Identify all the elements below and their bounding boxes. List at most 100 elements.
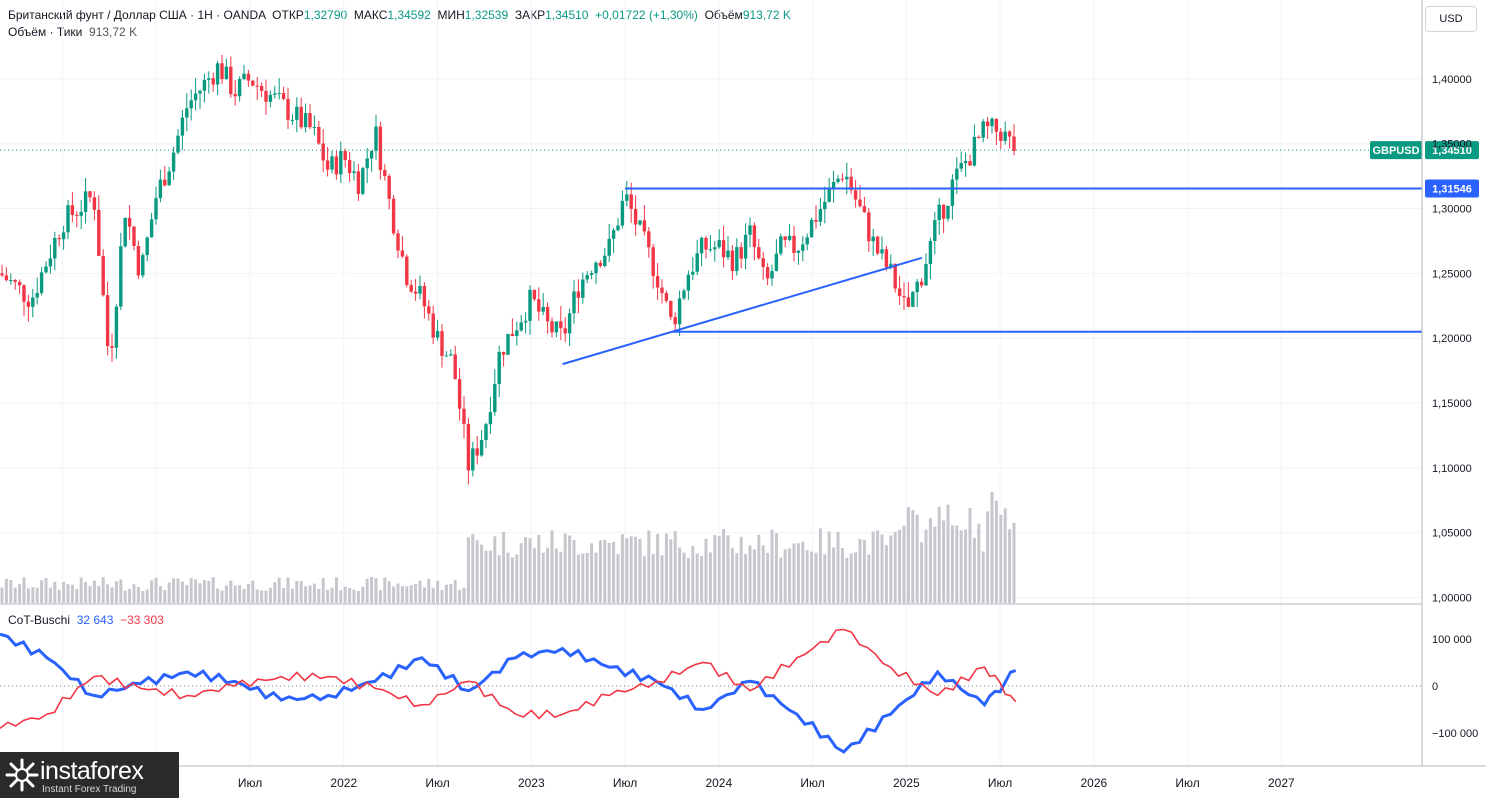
candle-body xyxy=(875,236,880,254)
volume-bar xyxy=(871,531,875,603)
volume-bar xyxy=(862,539,866,603)
price-tick-label: 1,35000 xyxy=(1432,139,1472,151)
volume-bar xyxy=(603,539,607,603)
volume-bar xyxy=(730,547,734,603)
volume-bar xyxy=(273,582,277,603)
volume-bar xyxy=(189,578,193,603)
candle-body xyxy=(471,448,475,471)
volume-bar xyxy=(814,552,818,603)
candle-body xyxy=(721,240,726,258)
volume-bar xyxy=(691,545,695,603)
candle-body xyxy=(906,297,911,307)
candle-body xyxy=(273,93,277,95)
time-tick-label: Июл xyxy=(425,776,449,790)
candle-body xyxy=(114,306,119,348)
candle-body xyxy=(39,272,44,294)
volume-bar xyxy=(255,589,259,603)
volume-bar xyxy=(625,538,629,603)
volume-bar xyxy=(854,552,858,603)
volume-bar xyxy=(9,580,13,603)
volume-bar xyxy=(708,552,712,603)
candle-body xyxy=(361,168,365,194)
cot-value-blue: 32 643 xyxy=(76,613,114,627)
volume-bar xyxy=(686,557,690,603)
candle-body xyxy=(35,293,39,298)
candle-body xyxy=(211,78,215,85)
candle-body xyxy=(343,151,347,161)
volume-bar xyxy=(440,590,444,603)
candle-body xyxy=(286,98,290,120)
candle-body xyxy=(884,249,889,268)
volume-bar xyxy=(308,585,312,603)
candle-body xyxy=(295,106,299,120)
candle-body xyxy=(97,209,101,257)
candle-body xyxy=(651,247,655,277)
candle-body xyxy=(66,205,70,233)
candle-body xyxy=(246,73,251,81)
price-tick-label: 1,30000 xyxy=(1432,204,1472,216)
candle-body xyxy=(339,151,343,175)
currency-button[interactable]: USD xyxy=(1425,6,1477,32)
volume-bar xyxy=(796,543,800,603)
candle-body xyxy=(405,256,409,286)
volume-bar xyxy=(506,552,510,603)
volume-bar xyxy=(598,540,602,603)
volume-bar xyxy=(744,553,748,603)
volume-bar xyxy=(968,507,972,603)
volume-bar xyxy=(317,589,321,603)
candle-body xyxy=(506,333,510,355)
candle-body xyxy=(717,240,721,248)
candle-body xyxy=(374,126,378,151)
volume-bar xyxy=(713,535,717,603)
time-tick-label: Июл xyxy=(988,776,1012,790)
time-tick-label: 2025 xyxy=(893,776,920,790)
candle-body xyxy=(699,237,704,254)
candle-body xyxy=(105,295,110,347)
volume-bar xyxy=(18,584,22,603)
volume-bar xyxy=(123,590,127,603)
volume-bar xyxy=(202,580,206,603)
candle-body xyxy=(752,225,757,248)
candle-body xyxy=(229,66,233,95)
candle-body xyxy=(853,190,858,200)
candle-body xyxy=(510,333,515,336)
time-tick-label: 2026 xyxy=(1080,776,1107,790)
volume-bar xyxy=(484,550,488,603)
candle-body xyxy=(880,249,884,254)
drawn-lines[interactable]: 1,31546 GBPUSD 1,34510 xyxy=(0,141,1479,366)
volume-bar xyxy=(972,537,976,603)
volume-bar xyxy=(722,528,726,603)
candle-body xyxy=(770,270,774,279)
candle-body xyxy=(220,63,224,80)
close-label: ЗАКР xyxy=(514,8,546,22)
candle-body xyxy=(840,178,845,180)
volume-bar xyxy=(66,584,70,603)
ohlc-header: Британский фунт / Доллар США · 1Н · OAND… xyxy=(8,8,791,22)
volume-bar xyxy=(823,554,827,603)
volume-bar xyxy=(915,514,919,603)
candle-body xyxy=(290,119,295,121)
candle-body xyxy=(299,106,303,128)
candle-body xyxy=(946,205,950,219)
candle-body xyxy=(779,236,783,254)
volume-bar xyxy=(277,577,281,603)
low-label: МИН xyxy=(437,8,465,22)
candle-body xyxy=(823,201,827,210)
candle-body xyxy=(532,289,537,300)
candle-body xyxy=(75,214,79,216)
volume-bar xyxy=(642,556,646,603)
volume-bar xyxy=(444,584,448,603)
candle-body xyxy=(981,121,985,138)
candle-body xyxy=(567,313,572,334)
candle-body xyxy=(620,200,625,226)
volume-bar xyxy=(726,535,730,603)
candle-body xyxy=(79,211,83,216)
volume-bar xyxy=(959,530,963,603)
candle-body xyxy=(61,232,66,240)
candle-body xyxy=(440,331,444,356)
candles[interactable] xyxy=(0,55,1016,485)
candle-body xyxy=(352,171,356,174)
candle-body xyxy=(400,250,405,257)
volume-bar xyxy=(805,550,809,603)
